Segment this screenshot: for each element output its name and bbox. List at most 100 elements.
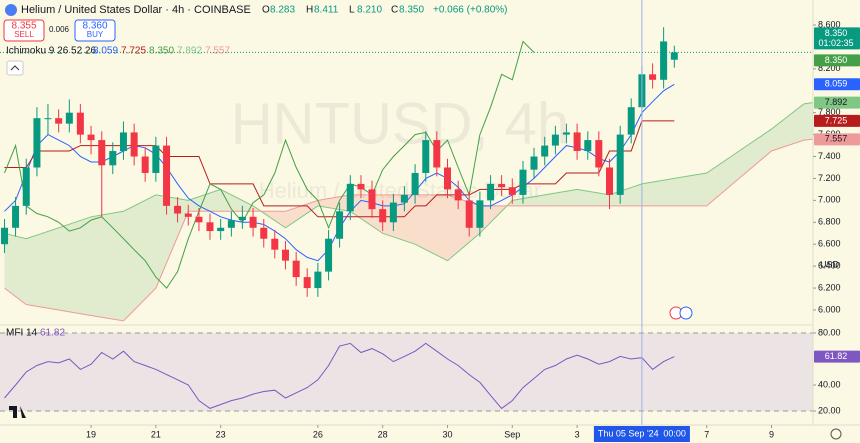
cloud-segment <box>220 189 254 212</box>
buy-price[interactable]: 8.360 <box>82 21 107 32</box>
symbol-title: Helium / United States Dollar · 4h · COI… <box>21 4 251 16</box>
y-tick-label: 6.200 <box>818 282 841 292</box>
candle-body <box>174 205 182 214</box>
y-tick-label: 7.200 <box>818 173 841 183</box>
logo[interactable] <box>9 406 26 418</box>
cloud-segment <box>415 194 448 261</box>
indicator-name: Ichimoku 9 26 52 26 <box>6 46 96 57</box>
candle-body <box>498 183 506 188</box>
candle-body <box>141 156 149 173</box>
indicator-value: 7.557 <box>205 46 230 57</box>
ohlc-key: L <box>349 5 355 16</box>
mfi-value-label: 61.82 <box>825 351 848 361</box>
x-tick-label: 9 <box>769 429 774 439</box>
axis-value-label: 8.059 <box>825 79 848 89</box>
candle-body <box>670 52 678 60</box>
candle-body <box>443 167 451 190</box>
watermark-ticker: HNTUSD, 4h <box>231 91 569 156</box>
axis-value-label: 7.557 <box>825 134 848 144</box>
buy-box[interactable] <box>74 19 116 42</box>
y-tick-label: 80.00 <box>818 327 841 337</box>
cloud-segment <box>544 189 578 206</box>
sell-label[interactable]: SELL <box>14 30 34 39</box>
candle-body <box>152 145 160 173</box>
cloud-segment <box>123 194 156 321</box>
buy-label[interactable]: BUY <box>87 30 104 39</box>
candle-body <box>292 260 300 278</box>
cloud-segment <box>91 211 124 321</box>
x-tick-label: 26 <box>313 429 323 439</box>
sell-price[interactable]: 8.355 <box>11 21 36 32</box>
cloud-segment <box>739 129 772 179</box>
crosshair-time: 00:00 <box>663 428 686 438</box>
candle-body <box>562 132 570 135</box>
candle-body <box>368 189 376 210</box>
candle-body <box>551 134 559 146</box>
candle-body <box>411 172 419 195</box>
y-tick-label: 6.400 <box>818 261 841 271</box>
mfi-band <box>0 332 813 411</box>
x-tick-label: 23 <box>216 429 226 439</box>
cloud-segment <box>771 103 804 151</box>
candle-body <box>660 41 668 80</box>
y-tick-label: 8.600 <box>818 19 841 29</box>
candle-body <box>260 227 268 239</box>
ohlc-value: 8.350 <box>399 5 424 16</box>
ohlc-key: H <box>306 5 313 16</box>
candle-body <box>314 271 322 289</box>
candle-body <box>649 74 657 80</box>
candle-body <box>616 134 624 195</box>
x-tick-label: 7 <box>704 429 709 439</box>
crosshair-date: Thu 05 Sep '24 <box>598 428 659 438</box>
candle-body <box>109 151 117 166</box>
cloud-segment <box>285 200 318 228</box>
ohlc-value: 8.411 <box>314 5 339 16</box>
spread: 0.006 <box>49 25 70 34</box>
y-tick-label: 6.000 <box>818 304 841 314</box>
axis-value-label: 7.892 <box>825 97 848 107</box>
candle-body <box>22 167 30 206</box>
y-tick-label: 7.400 <box>818 151 841 161</box>
candle-body <box>98 140 106 166</box>
indicator-value: 7.725 <box>121 46 146 57</box>
y-tick-label: 8.200 <box>818 63 841 73</box>
y-tick-label: 7.800 <box>818 107 841 117</box>
mfi-legend-value: 61.82 <box>40 328 65 339</box>
cloud-segment <box>58 216 92 316</box>
candle-body <box>44 118 52 120</box>
flag-icon[interactable] <box>679 306 693 320</box>
mfi-pane <box>0 332 813 412</box>
candle-body <box>65 112 73 124</box>
settings-icon[interactable] <box>830 428 842 440</box>
axis-value-box <box>814 78 860 91</box>
price-axis <box>813 0 860 443</box>
cloud-segment <box>26 227 59 310</box>
indicator-value: 8.059 <box>93 46 118 57</box>
buy-button[interactable]: 8.360 BUY <box>74 19 116 42</box>
ohlc-value: 8.283 <box>270 5 295 16</box>
cloud-segment <box>641 178 675 206</box>
candle-body <box>184 213 192 217</box>
price-label: 8.350 <box>825 28 848 38</box>
x-tick-label: 19 <box>86 429 96 439</box>
candle-body <box>325 238 333 272</box>
collapse-icon[interactable] <box>10 65 20 71</box>
candle-body <box>12 205 20 228</box>
x-tick-label: Sep <box>504 429 520 439</box>
y-tick-label: 6.600 <box>818 239 841 249</box>
ohlc-value: 8.210 <box>357 5 382 16</box>
axis-value-box <box>814 133 860 146</box>
candle-body <box>217 227 225 232</box>
candle-body <box>400 194 408 203</box>
y-tick-label: 20.00 <box>818 405 841 415</box>
axis-value-box <box>814 114 860 127</box>
collapse-button[interactable] <box>6 60 24 76</box>
candle-body <box>195 216 203 223</box>
ohlc-key: O <box>262 5 270 16</box>
sell-box[interactable] <box>3 19 45 42</box>
candle-body <box>130 132 138 157</box>
sell-button[interactable]: 8.355 SELL <box>3 19 45 42</box>
indicator-value: 7.892 <box>177 46 202 57</box>
